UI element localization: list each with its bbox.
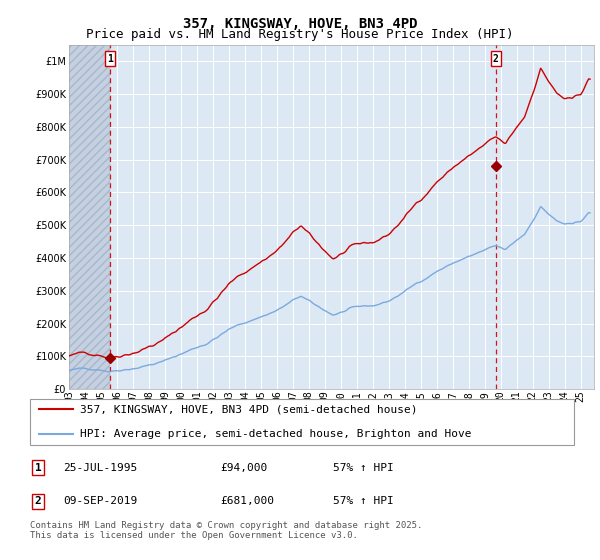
Text: 25-JUL-1995: 25-JUL-1995 [63,463,137,473]
Text: £681,000: £681,000 [220,496,274,506]
Text: 2: 2 [35,496,41,506]
Text: 2: 2 [493,54,499,64]
FancyBboxPatch shape [29,399,574,445]
Text: 357, KINGSWAY, HOVE, BN3 4PD: 357, KINGSWAY, HOVE, BN3 4PD [183,17,417,31]
Text: 09-SEP-2019: 09-SEP-2019 [63,496,137,506]
Text: HPI: Average price, semi-detached house, Brighton and Hove: HPI: Average price, semi-detached house,… [80,428,472,438]
Text: Contains HM Land Registry data © Crown copyright and database right 2025.
This d: Contains HM Land Registry data © Crown c… [29,521,422,540]
Text: Price paid vs. HM Land Registry's House Price Index (HPI): Price paid vs. HM Land Registry's House … [86,28,514,41]
Bar [69,45,110,389]
Text: 357, KINGSWAY, HOVE, BN3 4PD (semi-detached house): 357, KINGSWAY, HOVE, BN3 4PD (semi-detac… [80,404,418,414]
Text: 1: 1 [35,463,41,473]
Text: £94,000: £94,000 [220,463,268,473]
Text: 57% ↑ HPI: 57% ↑ HPI [332,463,394,473]
Text: 57% ↑ HPI: 57% ↑ HPI [332,496,394,506]
Text: 1: 1 [107,54,113,64]
